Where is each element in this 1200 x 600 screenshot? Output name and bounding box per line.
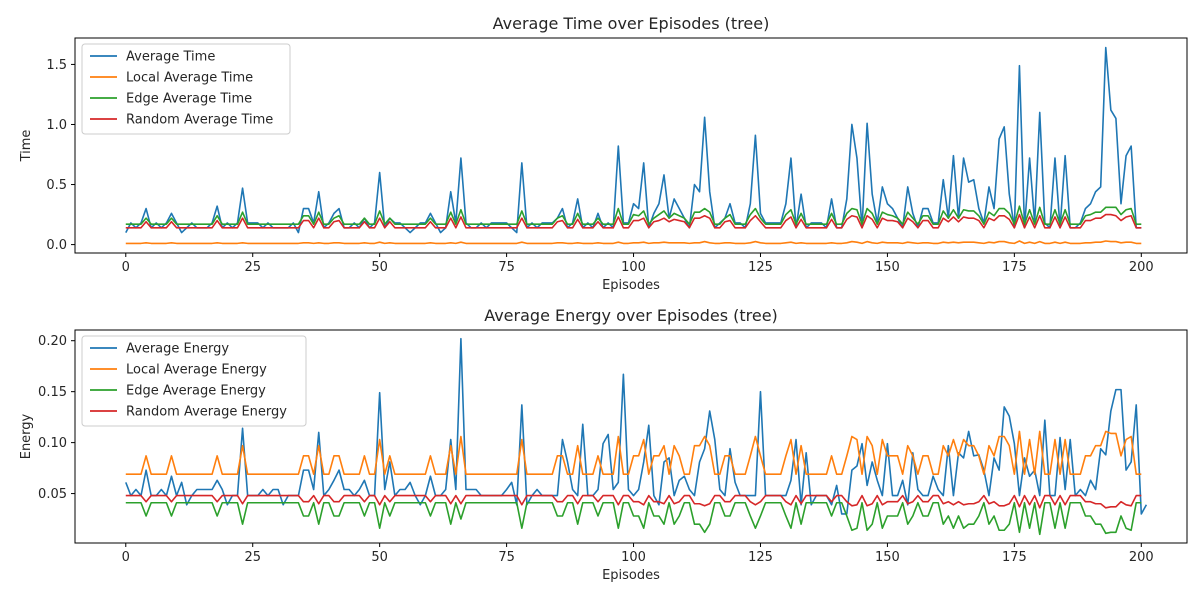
time-chart-lines (125, 46, 1142, 245)
time-series-line-4 (125, 213, 1142, 229)
energy-xtick-label: 100 (621, 550, 646, 565)
time-ytick-label: 0.5 (46, 178, 67, 193)
energy-xtick-label: 75 (498, 550, 515, 565)
energy-legend-label: Edge Average Energy (126, 384, 266, 399)
time-legend-label: Average Time (126, 50, 215, 65)
time-series-line-3 (125, 205, 1142, 225)
time-xtick-label: 125 (748, 260, 773, 275)
energy-chart: Average Energy over Episodes (tree) Epis… (19, 306, 1188, 583)
time-chart-ticks: 0 25 50 75 100 125 150 175 200 0.0 0.5 1.0 1.5 (46, 58, 1153, 275)
time-xtick-label: 175 (1002, 260, 1027, 275)
time-chart-xlabel: Episodes (602, 278, 660, 293)
time-ytick-label: 1.0 (46, 118, 67, 133)
time-ytick-label: 1.5 (46, 58, 67, 73)
energy-legend-box (81, 335, 307, 427)
time-xtick-label: 25 (244, 260, 261, 275)
energy-xtick-label: 150 (875, 550, 900, 565)
energy-ytick-label: 0.15 (38, 385, 67, 400)
time-xtick-label: 0 (122, 260, 130, 275)
time-chart-frame (74, 37, 1188, 254)
energy-chart-lines (125, 337, 1148, 536)
time-legend-label: Local Average Time (126, 71, 253, 86)
time-chart-ylabel: Time (19, 130, 34, 163)
time-legend-label: Edge Average Time (126, 92, 252, 107)
time-xtick-label: 200 (1129, 260, 1154, 275)
energy-xtick-label: 175 (1002, 550, 1027, 565)
time-xtick-label: 75 (498, 260, 515, 275)
energy-chart-ticks: 0 25 50 75 100 125 150 175 200 0.05 0.10 0.15 0.20 (38, 334, 1154, 565)
time-chart-legend: Average Time Local Average Time Edge Avera… (81, 43, 291, 135)
energy-legend-label: Average Energy (126, 342, 229, 357)
energy-legend-label: Random Average Energy (126, 405, 287, 420)
time-chart: Average Time over Episodes (tree) Episod… (19, 14, 1188, 293)
energy-chart-ylabel: Energy (19, 413, 34, 459)
energy-chart-frame (74, 329, 1188, 544)
energy-ytick-label: 0.20 (38, 334, 67, 349)
energy-series-line-4 (125, 494, 1142, 509)
energy-xtick-label: 25 (244, 550, 261, 565)
energy-legend-label: Local Average Energy (126, 363, 267, 378)
time-chart-title: Average Time over Episodes (tree) (493, 14, 770, 33)
energy-series-line-2 (125, 430, 1142, 476)
time-ytick-label: 0.0 (46, 238, 67, 253)
time-xtick-label: 150 (875, 260, 900, 275)
time-xtick-label: 100 (621, 260, 646, 275)
time-series-line-1 (125, 46, 1142, 234)
energy-chart-legend: Average Energy Local Average Energy Edge A… (81, 335, 307, 427)
energy-series-line-3 (125, 501, 1142, 536)
time-legend-box (81, 43, 291, 135)
energy-chart-xlabel: Episodes (602, 568, 660, 583)
time-series-line-2 (125, 240, 1142, 245)
energy-xtick-label: 50 (371, 550, 388, 565)
energy-xtick-label: 0 (122, 550, 130, 565)
time-legend-label: Random Average Time (126, 113, 273, 128)
energy-ytick-label: 0.10 (38, 436, 67, 451)
time-xtick-label: 50 (371, 260, 388, 275)
energy-xtick-label: 200 (1129, 550, 1154, 565)
energy-ytick-label: 0.05 (38, 487, 67, 502)
energy-chart-title: Average Energy over Episodes (tree) (484, 306, 778, 325)
energy-xtick-label: 125 (748, 550, 773, 565)
